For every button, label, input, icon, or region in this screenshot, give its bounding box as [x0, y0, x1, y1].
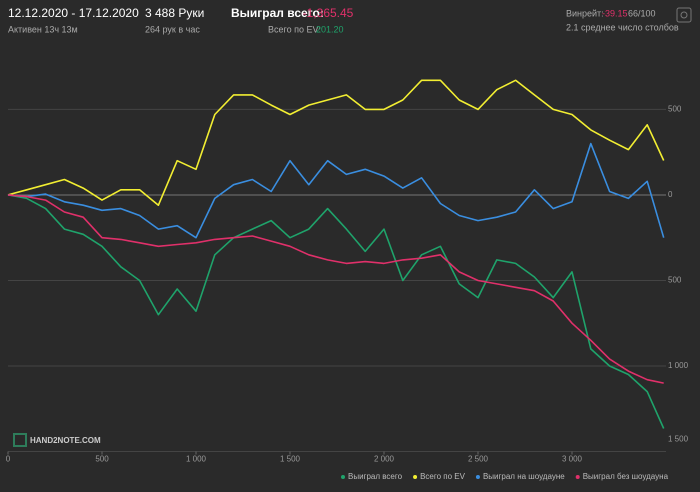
legend-label: Выиграл всего	[348, 472, 403, 481]
y-tick-label: 1 000	[668, 361, 689, 370]
legend-label: Выиграл на шоудауне	[483, 472, 565, 481]
hands: 3 488 Руки	[145, 6, 204, 20]
ev-value: 201.20	[316, 24, 344, 34]
rate: 264 рук в час	[145, 24, 200, 34]
series-line	[7, 79, 665, 206]
settings-icon-gear	[680, 11, 688, 19]
legend-swatch	[413, 475, 418, 479]
x-tick-label: 500	[95, 455, 109, 464]
y-tick-label: 0	[668, 190, 673, 199]
ev-label: Всего по EV:	[268, 24, 321, 34]
won-label: Выиграл всего:	[231, 6, 324, 20]
y-tick-label: 500	[668, 276, 682, 285]
legend-swatch	[575, 475, 580, 479]
x-tick-label: 2 500	[468, 455, 489, 464]
series-line	[7, 194, 665, 429]
x-tick-label: 1 500	[280, 455, 301, 464]
settings-icon[interactable]	[676, 7, 692, 23]
tables: 2.1 среднее число столбов	[566, 22, 679, 32]
x-tick-label: 3 000	[562, 455, 583, 464]
active: Активен 13ч 13м	[8, 24, 78, 34]
dates: 12.12.2020 - 17.12.2020	[8, 6, 139, 20]
y-tick-label: 500	[668, 105, 682, 114]
y-tick-label: 1 500	[668, 435, 689, 444]
legend-swatch	[341, 475, 345, 479]
winrate-value: -39.15	[602, 8, 628, 18]
series-line	[7, 194, 664, 384]
legend-label: Всего по EV	[420, 472, 466, 481]
series-line	[7, 142, 665, 239]
logo-icon	[13, 433, 27, 447]
legend-label: Выиграл без шоудауна	[583, 472, 669, 481]
x-tick-label: 2 000	[374, 455, 395, 464]
winrate-label: Винрейт:	[566, 8, 604, 18]
x-tick-label: 0	[6, 455, 11, 464]
won-value: -1,365.45	[303, 6, 354, 20]
winrate-unit: 66/100	[628, 8, 656, 18]
legend-swatch	[475, 475, 480, 479]
logo: HAND2NOTE.COM	[30, 436, 101, 445]
x-tick-label: 1 000	[186, 455, 207, 464]
